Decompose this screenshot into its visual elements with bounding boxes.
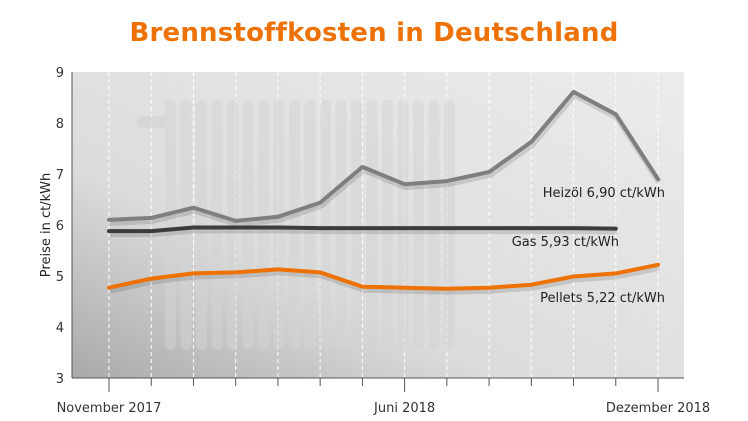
radiator-watermark (137, 100, 455, 350)
y-tick-label: 5 (56, 270, 64, 285)
y-tick-label: 8 (56, 117, 64, 132)
series-line-pellets (107, 262, 660, 291)
series-line-gas (110, 227, 617, 238)
x-tick-label: Dezember 2018 (606, 401, 710, 416)
y-tick-label: 4 (56, 321, 64, 336)
y-tick-label: 7 (56, 168, 64, 183)
x-tick-label: November 2017 (57, 401, 162, 416)
series-label: Pellets 5,22 ct/kWh (540, 291, 665, 306)
y-tick-label: 6 (56, 219, 64, 234)
y-tick-label: 9 (56, 66, 64, 81)
series-line-heizoel (109, 91, 662, 227)
chart-title: Brennstoffkosten in Deutschland (129, 18, 619, 48)
series-label: Gas 5,93 ct/kWh (512, 235, 619, 250)
y-axis-label: Preise in ct/kWh (39, 173, 54, 277)
x-tick-label: Juni 2018 (373, 401, 435, 416)
series-line-pellets (109, 264, 660, 295)
y-tick-label: 3 (56, 372, 64, 387)
series-label: Heizöl 6,90 ct/kWh (543, 186, 665, 201)
series-line-heizoel (107, 89, 660, 223)
